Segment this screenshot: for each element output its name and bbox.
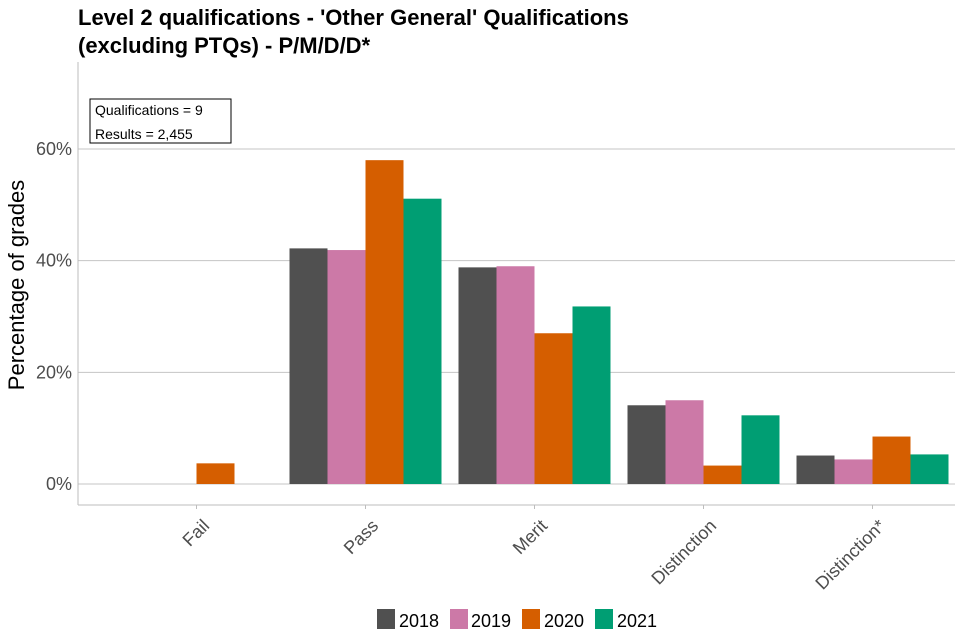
legend-swatch-2020 xyxy=(522,609,540,629)
bars xyxy=(196,160,949,485)
axes xyxy=(77,62,955,509)
x-tick-label: Distinction xyxy=(647,516,720,589)
legend-label-2021: 2021 xyxy=(617,611,657,631)
annotation-qualifications: Qualifications = 9 xyxy=(95,102,203,118)
bar-distinction-star-2018 xyxy=(796,455,835,484)
y-tick-label: 60% xyxy=(36,139,72,159)
x-tick-label: Distinction* xyxy=(811,516,889,594)
y-tick-labels: 0% 20% 40% 60% xyxy=(36,139,72,494)
bar-pass-2019 xyxy=(327,250,366,484)
bar-pass-2021 xyxy=(403,198,442,485)
bar-distinction-star-2021 xyxy=(910,454,949,484)
bar-distinction-2020 xyxy=(703,465,742,484)
x-tick-labels: Fail Pass Merit Distinction Distinction* xyxy=(179,516,890,594)
chart-title-line-2: (excluding PTQs) - P/M/D/D* xyxy=(78,33,371,58)
legend-swatch-2019 xyxy=(450,609,468,629)
bar-merit-2020 xyxy=(534,333,573,484)
legend-label-2018: 2018 xyxy=(399,611,439,631)
bar-distinction-2019 xyxy=(665,400,704,484)
annotation-box-border xyxy=(89,98,232,144)
bar-merit-2018 xyxy=(458,267,497,484)
bar-merit-2021 xyxy=(572,306,611,484)
x-tick-label: Merit xyxy=(509,516,551,558)
legend-label-2020: 2020 xyxy=(544,611,584,631)
legend-swatch-2018 xyxy=(377,609,395,629)
bar-merit-2019 xyxy=(496,266,535,484)
legend-swatch-2021 xyxy=(595,609,613,629)
bar-fail-2020 xyxy=(196,463,235,484)
y-axis-title: Percentage of grades xyxy=(4,180,29,390)
annotation-box: Qualifications = 9 Results = 2,455 xyxy=(89,98,232,144)
chart-title-line-1: Level 2 qualifications - 'Other General'… xyxy=(78,5,629,30)
bar-distinction-star-2020 xyxy=(872,436,911,484)
legend: 2018 2019 2020 2021 xyxy=(377,609,657,631)
y-tick-label: 40% xyxy=(36,251,72,271)
x-tick-label: Fail xyxy=(179,516,214,551)
bar-distinction-2018 xyxy=(627,405,666,484)
bar-pass-2020 xyxy=(365,160,404,484)
bar-distinction-2021 xyxy=(741,415,780,484)
legend-label-2019: 2019 xyxy=(471,611,511,631)
chart-title: Level 2 qualifications - 'Other General'… xyxy=(78,5,629,58)
y-tick-label: 0% xyxy=(46,474,72,494)
bar-pass-2018 xyxy=(289,248,328,484)
bar-distinction-star-2019 xyxy=(834,459,873,484)
x-tick-label: Pass xyxy=(340,516,382,558)
y-tick-label: 20% xyxy=(36,362,72,382)
annotation-results: Results = 2,455 xyxy=(95,126,193,142)
